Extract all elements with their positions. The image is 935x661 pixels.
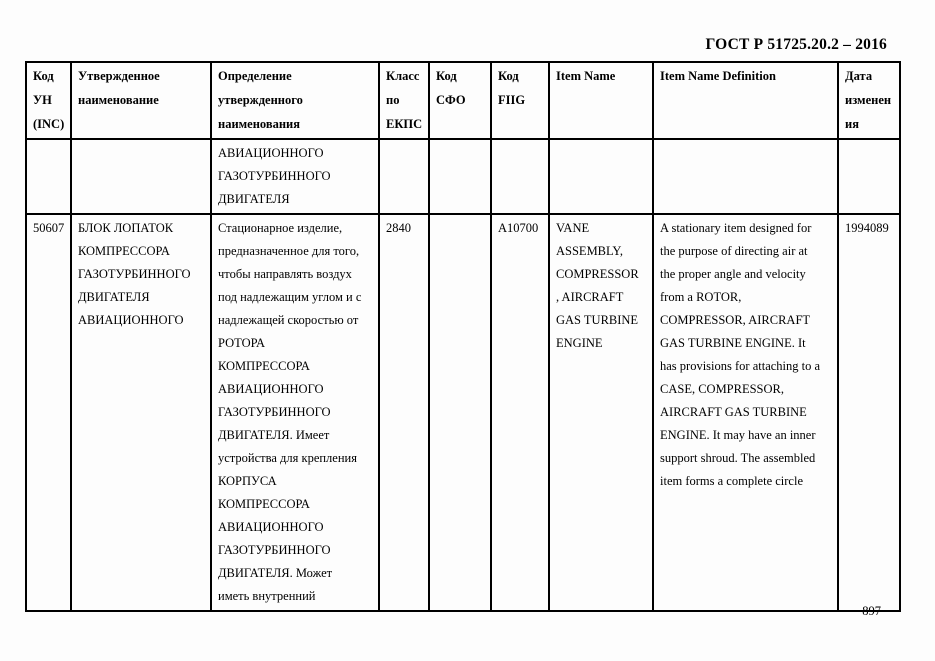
header-cell-item-name: Item Name (548, 61, 654, 140)
cell-approved-name (70, 138, 212, 215)
cell-change-date: 1994089 (837, 213, 901, 612)
cell-ekps-class: 2840 (378, 213, 430, 612)
cell-fiig-code: A10700 (490, 213, 550, 612)
header-cell-sfo-code: Код СФО (428, 61, 492, 140)
cell-inc-code (25, 138, 72, 215)
cell-sfo-code (428, 213, 492, 612)
cell-sfo-code (428, 138, 492, 215)
header-cell-name-definition: Определение утвержденного наименования (210, 61, 380, 140)
header-cell-ekps-class: Класс по ЕКПС (378, 61, 430, 140)
cell-item-name-definition (652, 138, 839, 215)
cell-ekps-class (378, 138, 430, 215)
item-name-table: Код УН (INC) Утвержденное наименование О… (25, 61, 901, 612)
page-number: 897 (862, 604, 881, 618)
cell-fiig-code (490, 138, 550, 215)
cell-inc-code: 50607 (25, 213, 72, 612)
table-row: 50607 БЛОК ЛОПАТОК КОМПРЕССОРА ГАЗОТУРБИ… (25, 213, 901, 612)
header-cell-change-date: Дата изменен ия (837, 61, 901, 140)
cell-item-name (548, 138, 654, 215)
table-row: АВИАЦИОННОГО ГАЗОТУРБИННОГО ДВИГАТЕЛЯ (25, 138, 901, 215)
header-cell-fiig-code: Код FIIG (490, 61, 550, 140)
standard-number-heading: ГОСТ Р 51725.20.2 – 2016 (705, 36, 887, 53)
header-cell-item-name-definition: Item Name Definition (652, 61, 839, 140)
table-header-row: Код УН (INC) Утвержденное наименование О… (25, 61, 901, 140)
cell-approved-name: БЛОК ЛОПАТОК КОМПРЕССОРА ГАЗОТУРБИННОГО … (70, 213, 212, 612)
cell-item-name: VANE ASSEMBLY, COMPRESSOR , AIRCRAFT GAS… (548, 213, 654, 612)
header-cell-inc-code: Код УН (INC) (25, 61, 72, 140)
cell-change-date (837, 138, 901, 215)
cell-name-definition: АВИАЦИОННОГО ГАЗОТУРБИННОГО ДВИГАТЕЛЯ (210, 138, 380, 215)
cell-item-name-definition: A stationary item designed for the purpo… (652, 213, 839, 612)
header-cell-approved-name: Утвержденное наименование (70, 61, 212, 140)
cell-name-definition: Стационарное изделие, предназначенное дл… (210, 213, 380, 612)
